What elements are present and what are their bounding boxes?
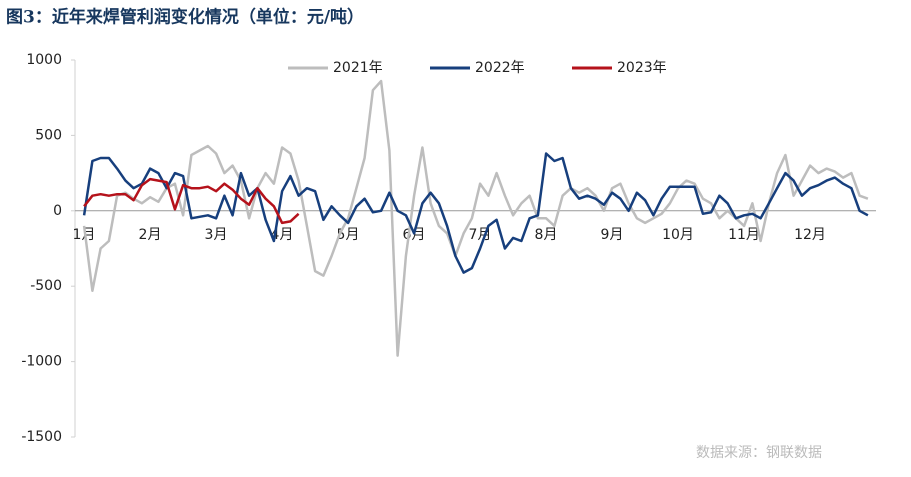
y-tick-label: 0 [53,203,62,219]
series-line [83,177,300,225]
chart-title: 图3：近年来焊管利润变化情况（单位：元/吨） [6,7,364,28]
series-line [82,79,869,357]
x-tick-label: 11月 [728,227,760,243]
source: 数据来源：钢联数据 [696,445,822,461]
x-tick-label: 3月 [205,227,228,243]
y-tick-label: 1000 [26,52,62,68]
y-tick-label: -1000 [21,354,62,370]
series-line [82,152,869,274]
y-tick-label: 500 [35,127,62,143]
x-tick-label: 9月 [601,227,624,243]
x-tick-label: 10月 [662,227,694,243]
x-tick-label: 8月 [535,227,558,243]
legend-label: 2021年 [333,60,383,76]
y-tick-label: -500 [30,278,62,294]
legend-label: 2023年 [617,60,667,76]
legend-label: 2022年 [475,60,525,76]
x-tick-label: 12月 [794,227,826,243]
x-tick-label: 2月 [139,227,162,243]
y-tick-label: -1500 [21,429,62,445]
